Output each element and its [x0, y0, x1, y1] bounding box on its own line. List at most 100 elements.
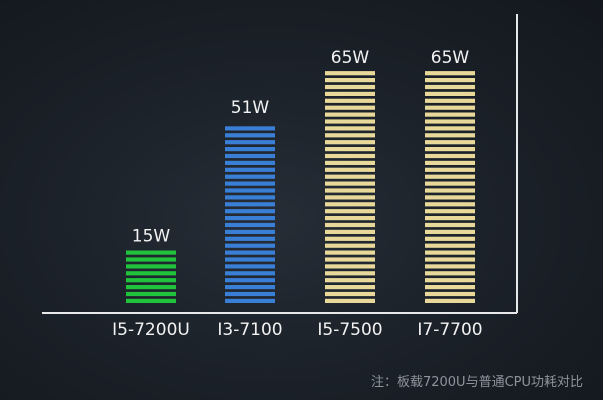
category-label: I7-7700	[417, 320, 482, 340]
bar-stripe	[425, 174, 475, 179]
bar-stripe	[225, 298, 275, 303]
bar-stripe	[225, 250, 275, 255]
bar-stripe	[425, 105, 475, 110]
value-label: 65W	[431, 48, 470, 68]
bar-stripe	[325, 167, 375, 172]
bar-stripe	[325, 257, 375, 262]
value-labels-group: 15W 51W 65W 65W	[132, 48, 470, 247]
bar-stripe	[325, 174, 375, 179]
bar-stripe	[425, 236, 475, 241]
bar-stripe	[225, 181, 275, 186]
bar-stripe	[425, 271, 475, 276]
bar-i5-7500	[325, 71, 375, 303]
bar-stripe	[425, 188, 475, 193]
bar-stripe	[325, 209, 375, 214]
bar-stripe	[325, 140, 375, 145]
bar-stripe	[225, 147, 275, 152]
bar-stripe	[225, 243, 275, 248]
bar-stripe	[126, 264, 176, 269]
bar-stripe	[325, 153, 375, 159]
bar-stripe	[325, 298, 375, 303]
category-labels-group: I5-7200U I3-7100 I5-7500 I7-7700	[112, 320, 482, 340]
bar-stripe	[425, 291, 475, 297]
bar-stripe	[425, 250, 475, 255]
bar-stripe	[126, 291, 176, 297]
value-label: 65W	[331, 48, 370, 68]
bar-stripe	[325, 195, 375, 200]
bar-stripe	[325, 71, 375, 76]
bar-stripe	[225, 236, 275, 241]
bar-stripe	[225, 167, 275, 172]
bar-stripe	[225, 174, 275, 179]
bar-stripe	[325, 264, 375, 269]
bar-stripe	[325, 105, 375, 110]
bar-stripe	[325, 78, 375, 83]
bar-stripe	[425, 153, 475, 159]
bar-stripe	[225, 285, 275, 290]
bar-stripe	[425, 209, 475, 214]
bar-stripe	[325, 243, 375, 248]
bar-stripe	[425, 195, 475, 200]
bar-i3-7100	[225, 126, 275, 303]
bar-stripe	[425, 147, 475, 152]
bar-stripe	[225, 126, 275, 131]
bar-stripe	[325, 250, 375, 255]
bar-stripe	[225, 160, 275, 165]
bar-stripe	[325, 147, 375, 152]
bar-stripe	[225, 271, 275, 276]
bar-stripe	[425, 167, 475, 172]
bar-stripe	[425, 243, 475, 248]
bar-stripe	[425, 160, 475, 165]
bar-stripe	[325, 119, 375, 124]
category-label: I5-7500	[317, 320, 382, 340]
bar-stripe	[425, 202, 475, 207]
bar-stripe	[325, 181, 375, 186]
bar-stripe	[425, 119, 475, 124]
bar-stripe	[225, 195, 275, 200]
bar-stripe	[126, 278, 176, 283]
footnote: 注：板载7200U与普通CPU功耗对比	[370, 375, 583, 390]
bar-stripe	[126, 298, 176, 303]
bar-stripe	[425, 98, 475, 103]
bar-stripe	[425, 84, 475, 90]
bar-stripe	[325, 126, 375, 131]
bar-stripe	[126, 257, 176, 262]
bar-stripe	[225, 133, 275, 138]
bar-stripe	[325, 188, 375, 193]
bar-stripe	[225, 216, 275, 221]
bar-stripe	[425, 285, 475, 290]
bar-stripe	[425, 71, 475, 76]
bar-stripe	[425, 140, 475, 145]
bar-stripe	[325, 271, 375, 276]
bar-stripe	[225, 209, 275, 214]
bar-stripe	[325, 216, 375, 221]
bar-stripe	[425, 278, 475, 283]
bar-stripe	[325, 285, 375, 290]
bar-stripe	[325, 133, 375, 138]
bar-stripe	[225, 291, 275, 297]
bar-stripe	[126, 250, 176, 255]
bar-stripe	[425, 78, 475, 83]
bar-stripe	[225, 278, 275, 283]
bar-stripe	[325, 278, 375, 283]
category-label: I3-7100	[217, 320, 282, 340]
bar-stripe	[225, 264, 275, 269]
bars-group	[126, 71, 475, 303]
bar-stripe	[225, 257, 275, 262]
bar-stripe	[425, 257, 475, 262]
bar-stripe	[225, 222, 275, 228]
bar-stripe	[225, 229, 275, 234]
bar-stripe	[325, 236, 375, 241]
bar-stripe	[325, 291, 375, 297]
bar-stripe	[126, 271, 176, 276]
bar-stripe	[425, 264, 475, 269]
bar-stripe	[425, 181, 475, 186]
bar-stripe	[126, 285, 176, 290]
bar-stripe	[425, 229, 475, 234]
bar-stripe	[325, 202, 375, 207]
bar-stripe	[325, 84, 375, 90]
bar-stripe	[425, 222, 475, 228]
bar-stripe	[225, 202, 275, 207]
bar-stripe	[325, 229, 375, 234]
bar-stripe	[225, 140, 275, 145]
